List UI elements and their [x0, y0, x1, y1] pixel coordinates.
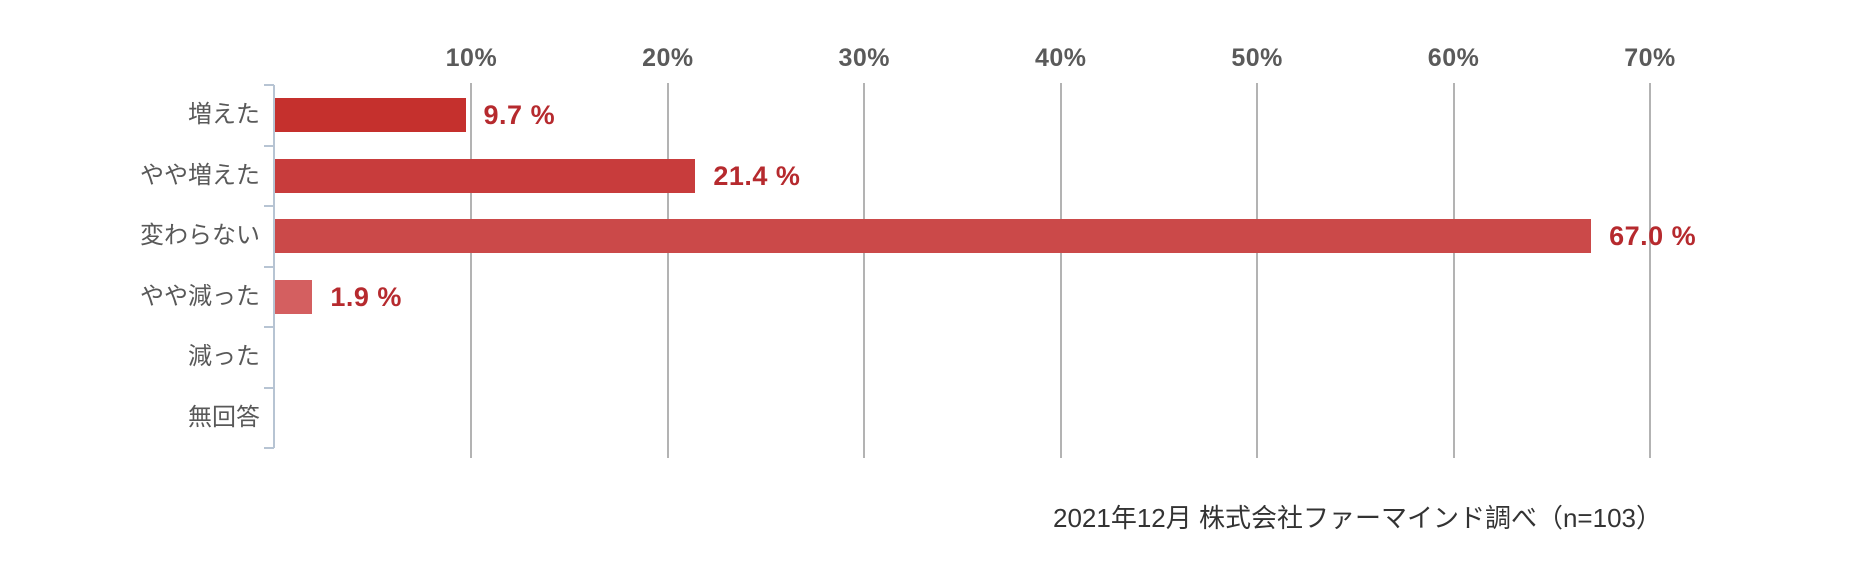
- value-label: 21.4 %: [713, 160, 801, 191]
- category-label: 変わらない: [140, 222, 260, 250]
- x-axis-tick-label: 30%: [838, 44, 891, 72]
- category-label: やや増えた: [140, 161, 260, 189]
- axis-tick: [264, 144, 274, 147]
- value-label: 9.7 %: [483, 100, 556, 131]
- y-axis-line: [273, 85, 275, 448]
- value-label: 67.0 %: [1609, 221, 1697, 252]
- category-label: 増えた: [188, 101, 260, 129]
- bar: [275, 279, 313, 314]
- x-axis-tick-label: 10%: [445, 44, 498, 72]
- x-axis-tick-label: 40%: [1034, 44, 1087, 72]
- bar: [275, 98, 466, 133]
- x-axis-tick-label: 70%: [1624, 44, 1676, 72]
- bar: [275, 158, 696, 193]
- gridline: [1059, 83, 1062, 458]
- source-note: 2021年12月 株式会社ファーマインド調べ（n=103）: [1052, 503, 1662, 533]
- category-label: 減った: [188, 343, 260, 371]
- x-axis-tick-label: 50%: [1231, 44, 1283, 72]
- axis-tick: [264, 326, 274, 328]
- gridline: [470, 83, 473, 458]
- x-axis-tick-label: 20%: [642, 44, 694, 72]
- value-label: 1.9 %: [330, 281, 402, 312]
- axis-tick: [264, 447, 274, 449]
- gridline: [1452, 83, 1455, 458]
- gridline: [863, 83, 866, 458]
- gridline: [666, 83, 669, 458]
- x-axis-tick-label: 60%: [1427, 44, 1480, 72]
- axis-tick: [264, 265, 274, 268]
- category-label: 無回答: [188, 403, 260, 431]
- category-label: やや減った: [140, 282, 260, 310]
- bar: [275, 219, 1592, 254]
- gridline: [1649, 83, 1651, 458]
- axis-tick: [264, 205, 274, 207]
- axis-tick: [264, 84, 274, 86]
- axis-tick: [264, 386, 274, 389]
- gridline: [1256, 83, 1259, 458]
